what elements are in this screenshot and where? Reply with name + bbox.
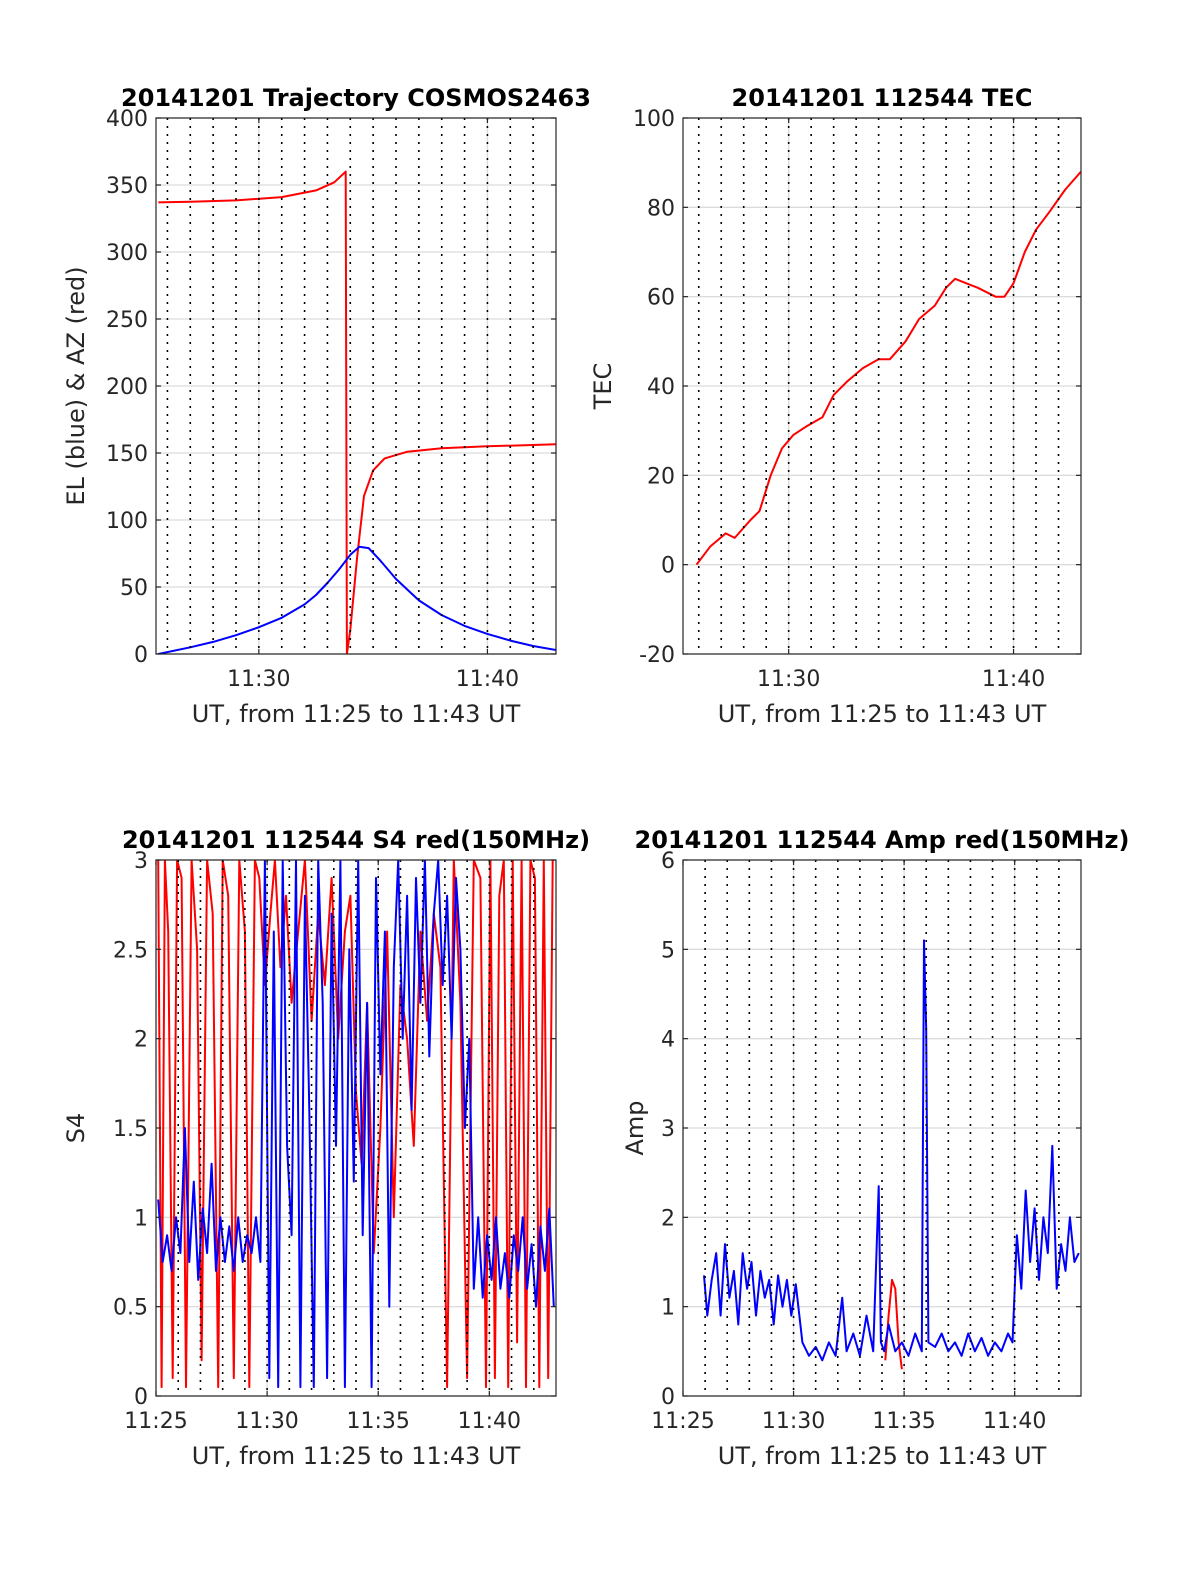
- y-tick-label: 0: [134, 643, 148, 668]
- y-tick-label: 1: [661, 1296, 675, 1321]
- x-tick-label: 11:35: [347, 1409, 410, 1434]
- series-line-elevation: [158, 545, 556, 654]
- y-tick-label: 3: [661, 1117, 675, 1142]
- x-tick-label: 11:40: [982, 667, 1045, 692]
- x-tick-label: 11:35: [872, 1409, 935, 1434]
- y-tick-label: 100: [106, 509, 148, 534]
- y-tick-label: 350: [106, 174, 148, 199]
- y-tick-label: -20: [639, 643, 675, 668]
- y-tick-label: 3: [134, 849, 148, 874]
- chart-title: 20141201 112544 S4 red(150MHz): [122, 826, 590, 854]
- chart-tec: -20 0 20 40 60 80 100 11:30 11:40 UT, from 11:25 …: [589, 84, 1082, 728]
- y-tick-label: 0.5: [113, 1296, 148, 1321]
- x-axis-label: UT, from 11:25 to 11:43 UT: [718, 700, 1047, 728]
- chart-title: 20141201 112544 TEC: [732, 84, 1033, 112]
- y-tick-label: 0: [661, 1385, 675, 1410]
- y-tick-label: 80: [647, 196, 675, 221]
- chart-s4: 0 0.5 1 1.5 2 2.5 3 11:25 11:30 11:35 11:40 UT, fro…: [62, 826, 590, 1470]
- x-tick-label: 11:25: [124, 1409, 187, 1434]
- x-tick-label: 11:30: [235, 1409, 298, 1434]
- chart-title: 20141201 Trajectory COSMOS2463: [121, 84, 591, 112]
- y-tick-label: 5: [661, 938, 675, 963]
- y-axis-label: TEC: [589, 363, 617, 411]
- x-tick-label: 11:30: [762, 1409, 825, 1434]
- y-axis-label: Amp: [621, 1100, 649, 1155]
- y-tick-label: 50: [120, 576, 148, 601]
- chart-title: 20141201 112544 Amp red(150MHz): [635, 826, 1130, 854]
- y-axis-label: EL (blue) & AZ (red): [62, 266, 90, 505]
- y-tick-label: 0: [661, 554, 675, 579]
- y-tick-label: 0: [134, 1385, 148, 1410]
- x-axis-label: UT, from 11:25 to 11:43 UT: [192, 1442, 521, 1470]
- y-tick-label: 100: [633, 107, 675, 132]
- x-tick-label: 11:30: [757, 667, 820, 692]
- x-tick-label: 11:40: [458, 1409, 521, 1434]
- chart-trajectory: 0 50 100 150 200 250 300 350 400 11:30 11:40 UT, fr…: [62, 84, 591, 728]
- y-tick-label: 2: [134, 1028, 148, 1053]
- series-line-azimuth: [158, 170, 556, 654]
- series-group: [158, 170, 556, 654]
- series-group: [695, 170, 1081, 566]
- series-line-1: [703, 939, 1080, 1362]
- series-line-0: [695, 170, 1081, 566]
- y-tick-label: 4: [661, 1028, 675, 1053]
- y-tick-label: 6: [661, 849, 675, 874]
- y-tick-label: 2: [661, 1206, 675, 1231]
- x-tick-label: 11:40: [456, 667, 519, 692]
- y-tick-label: 150: [106, 442, 148, 467]
- y-tick-label: 250: [106, 308, 148, 333]
- x-axis-label: UT, from 11:25 to 11:43 UT: [718, 1442, 1047, 1470]
- x-axis-label: UT, from 11:25 to 11:43 UT: [192, 700, 521, 728]
- y-tick-label: 60: [647, 286, 675, 311]
- y-tick-label: 1: [134, 1206, 148, 1231]
- series-line-0: [157, 860, 554, 1389]
- x-tick-label: 11:25: [651, 1409, 714, 1434]
- x-tick-label: 11:40: [983, 1409, 1046, 1434]
- y-tick-label: 20: [647, 464, 675, 489]
- y-tick-label: 200: [106, 375, 148, 400]
- x-tick-label: 11:30: [227, 667, 290, 692]
- series-group: [703, 939, 1080, 1370]
- y-tick-label: 400: [106, 107, 148, 132]
- chart-amp: 0 1 2 3 4 5 6 11:25 11:30 11:35 11:40 UT, from 11:2…: [621, 826, 1129, 1470]
- y-axis-label: S4: [62, 1113, 90, 1144]
- y-tick-label: 2.5: [113, 938, 148, 963]
- y-tick-label: 40: [647, 375, 675, 400]
- y-tick-label: 300: [106, 241, 148, 266]
- y-tick-label: 1.5: [113, 1117, 148, 1142]
